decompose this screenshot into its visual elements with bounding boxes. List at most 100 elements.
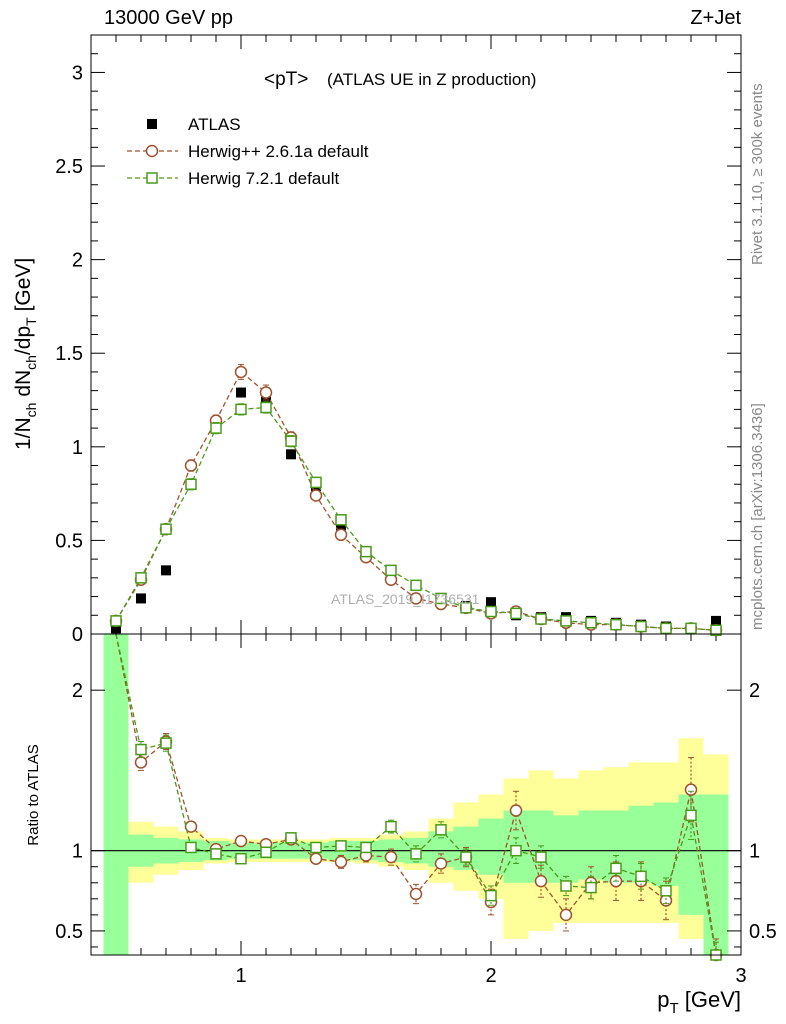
ratio-herwig7-point (485, 889, 497, 902)
main-atlas-point (111, 623, 121, 634)
main-ylabel: 1/Nch dNch/dpT [GeV] (12, 258, 39, 450)
legend: ATLAS Herwig++ 2.6.1a default Herwig 7.2.1… (127, 115, 369, 188)
ratio-herwig7-point (185, 841, 197, 854)
main-herwig7-point (235, 403, 247, 416)
ratio-herwigpp-point (234, 834, 248, 848)
ratio-herwig7-point (660, 885, 672, 897)
ratio-herwigpp-point (434, 857, 448, 870)
mcplots-label: mcplots.cern.ch [arXiv:1306.3436] (749, 403, 766, 630)
main-herwig7-point (535, 613, 547, 625)
main-herwigpp-point (184, 459, 198, 472)
ratio-herwig7-point (335, 840, 347, 852)
header-right: Z+Jet (690, 7, 741, 29)
main-panel: 0 0.5 1 1.5 2 2.5 3 (55, 34, 741, 955)
main-herwigpp-point (234, 365, 248, 379)
x-tick-label: 3 (735, 965, 746, 987)
legend-label: ATLAS (188, 115, 241, 134)
ratio-herwigpp-point (309, 852, 323, 865)
main-herwig7-point (585, 617, 597, 629)
legend-marker (145, 144, 159, 158)
main-herwig7-point (360, 545, 372, 558)
ratio-herwigpp-point (684, 783, 698, 796)
main-atlas-point (236, 387, 246, 398)
main-atlas-point (136, 593, 146, 604)
ratio-herwigpp-point (384, 850, 398, 864)
svg-text:pT [GeV]: pT [GeV] (657, 987, 741, 1017)
ratio-band-stat (553, 815, 579, 883)
y-tick-label: 0 (72, 624, 83, 646)
ratio-herwig7-point (360, 841, 372, 854)
ratio-herwigpp-point (509, 804, 523, 817)
ratio-herwig7-point (560, 880, 572, 892)
ratio-y-tick-label-right: 1 (749, 841, 760, 863)
main-herwig7-point (185, 478, 197, 490)
ratio-herwig7-point (510, 844, 522, 857)
main-atlas-point (486, 597, 496, 608)
ratio-band-stat (478, 818, 504, 875)
main-herwigpp-point (334, 528, 348, 542)
ratio-panel: 0.5 0.5 1 1 2 2 1 2 3 (55, 633, 777, 987)
main-herwig7-point (660, 622, 672, 635)
legend-marker (146, 172, 158, 184)
main-herwig7-point (285, 435, 297, 447)
ratio-herwig7-point (535, 851, 547, 863)
ratio-herwig7-point (685, 809, 697, 822)
y-tick-label: 0.5 (55, 530, 83, 552)
ratio-herwig7-point (235, 852, 247, 865)
main-atlas-point (286, 449, 296, 460)
header-left: 13000 GeV pp (104, 7, 233, 29)
y-tick-label: 1 (72, 437, 83, 459)
ratio-y-tick-label: 1 (72, 841, 83, 863)
ratio-panel-frame (90, 633, 742, 956)
ratio-herwig7-point (410, 848, 422, 860)
ratio-y-tick-label-right: 0.5 (749, 921, 777, 943)
ratio-herwigpp-point (559, 908, 573, 922)
ratio-herwig7-point (610, 862, 622, 875)
ratio-herwig7-point (460, 851, 472, 863)
main-herwigpp-point (259, 386, 273, 399)
ratio-herwigpp-point (184, 820, 198, 833)
main-herwig7-point (385, 564, 397, 577)
watermark: ATLAS_2019_I1736531 (331, 591, 480, 607)
ratio-herwig7-point (260, 846, 272, 859)
ratio-herwig7-point (285, 832, 297, 844)
main-atlas-point (161, 565, 171, 576)
ratio-herwigpp-point (534, 874, 548, 888)
main-herwig7-point (610, 618, 622, 631)
main-herwig7-point (110, 615, 122, 627)
ratio-herwig7-point (385, 820, 397, 833)
main-atlas-point (711, 615, 721, 626)
ratio-y-tick-label: 2 (72, 680, 83, 702)
main-title: <pT> (264, 69, 308, 90)
ratio-herwigpp-point (334, 855, 348, 869)
ratio-herwig7-point (310, 841, 322, 854)
main-subtitle: (ATLAS UE in Z production) (327, 70, 536, 89)
main-herwig7-point (560, 615, 572, 627)
x-tick-label: 2 (485, 965, 496, 987)
ratio-y-tick-label-right: 2 (749, 680, 760, 702)
legend-label: Herwig++ 2.6.1a default (188, 142, 369, 161)
legend-label: Herwig 7.2.1 default (188, 169, 339, 188)
y-tick-label: 2 (72, 250, 83, 272)
main-herwig7-point (310, 476, 322, 489)
ratio-herwigpp-point (134, 756, 148, 769)
main-herwig7-point (460, 602, 472, 614)
main-herwig7-point (485, 605, 497, 618)
ratio-herwig7-point (160, 737, 172, 749)
main-herwigpp-point (409, 592, 423, 605)
y-tick-label: 2.5 (55, 156, 83, 178)
main-herwig7-point (510, 607, 522, 620)
ratio-herwig7-point (585, 881, 597, 894)
ratio-herwigpp-point (659, 894, 673, 907)
main-herwig7-point (135, 572, 147, 584)
ratio-band-stat (653, 802, 679, 886)
y-tick-label: 1.5 (55, 343, 83, 365)
ratio-band-stat (703, 794, 729, 955)
main-herwig7-point (210, 422, 222, 434)
legend-marker (147, 119, 157, 129)
main-herwig7-point (635, 620, 647, 633)
main-herwig7-point (260, 401, 272, 414)
y-tick-label: 3 (72, 62, 83, 84)
main-herwigpp-point (309, 489, 323, 502)
ratio-herwig7-point (435, 824, 447, 836)
